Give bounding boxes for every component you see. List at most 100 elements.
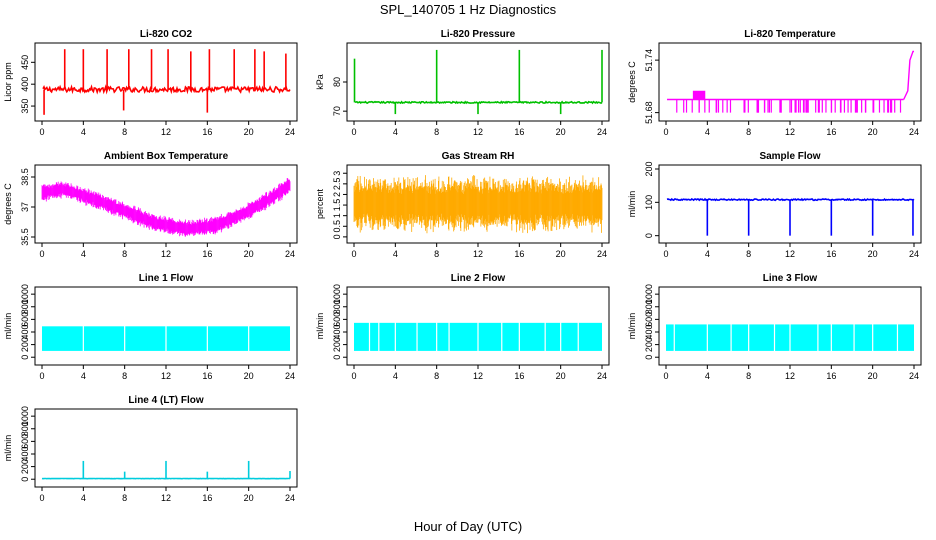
x-tick-label: 8 <box>122 493 127 503</box>
x-tick-label: 0 <box>663 127 668 137</box>
x-tick-label: 4 <box>81 249 86 259</box>
panel-3: Ambient Box Temperature degrees C 0 4 8 12 16 2… <box>3 151 298 259</box>
y-tick-label: 35.5 <box>20 228 30 246</box>
x-tick-label: 16 <box>514 127 524 137</box>
figure-xlabel: Hour of Day (UTC) <box>414 519 522 534</box>
x-tick-label: 16 <box>202 493 212 503</box>
y-tick-label: 1000 <box>644 284 654 304</box>
y-tick-label: 400 <box>20 324 30 339</box>
plot-frame <box>34 42 298 122</box>
x-tick-label: 0 <box>351 127 356 137</box>
y-tick-label: 600 <box>20 434 30 449</box>
x-tick-label: 16 <box>826 249 836 259</box>
x-tick-label: 0 <box>663 249 668 259</box>
x-tick-label: 12 <box>473 371 483 381</box>
plot-title: Line 1 Flow <box>139 273 194 284</box>
x-tick-label: 20 <box>244 127 254 137</box>
y-tick-label: 400 <box>644 324 654 339</box>
x-tick-label: 16 <box>202 249 212 259</box>
y-axis-label: ml/min <box>627 191 637 218</box>
y-tick-label: 38.5 <box>20 168 30 186</box>
y-tick-label: 800 <box>332 299 342 314</box>
y-tick-label: 51.68 <box>644 101 654 124</box>
y-tick-label: 0.5 <box>332 220 342 233</box>
x-tick-label: 16 <box>202 371 212 381</box>
y-tick-label: 350 <box>20 99 30 114</box>
y-axis-label: Licor ppm <box>3 62 13 102</box>
x-tick-label: 20 <box>244 249 254 259</box>
x-tick-label: 4 <box>81 493 86 503</box>
y-tick-label: 0 <box>644 355 654 360</box>
x-tick-label: 20 <box>244 493 254 503</box>
panel-6: Line 1 Flow ml/min 0 4 8 12 16 20 24 0 20040060080… <box>3 273 298 381</box>
x-tick-label: 24 <box>285 127 295 137</box>
panel-5: Sample Flow ml/min 0 4 8 12 16 20 24 0 100 200 <box>627 151 922 259</box>
x-tick-label: 20 <box>868 127 878 137</box>
plot-title: Sample Flow <box>759 151 820 162</box>
plot-title: Line 3 Flow <box>763 273 818 284</box>
y-tick-label: 200 <box>20 337 30 352</box>
x-tick-label: 24 <box>597 371 607 381</box>
x-tick-label: 24 <box>909 127 919 137</box>
x-tick-label: 8 <box>746 371 751 381</box>
y-tick-label: 70 <box>332 106 342 116</box>
step-tail <box>903 50 914 100</box>
y-tick-label: 0 <box>20 477 30 482</box>
panel-2: Li-820 Temperature degrees C 0 4 8 12 16 20 24 51… <box>627 29 922 137</box>
x-tick-label: 8 <box>122 371 127 381</box>
y-tick-label: 51.74 <box>644 49 654 72</box>
y-tick-label: 450 <box>20 55 30 70</box>
x-tick-label: 20 <box>556 127 566 137</box>
x-tick-label: 16 <box>202 127 212 137</box>
x-tick-label: 12 <box>473 249 483 259</box>
plot-title: Line 4 (LT) Flow <box>128 395 204 406</box>
x-tick-label: 16 <box>826 127 836 137</box>
series-line <box>42 84 291 95</box>
y-tick-label: 2 <box>332 192 342 197</box>
y-tick-label: 0 <box>644 233 654 238</box>
y-axis-label: ml/min <box>627 313 637 340</box>
x-tick-label: 4 <box>393 127 398 137</box>
panel-0: Li-820 CO2 Licor ppm 0 4 8 12 16 20 24 350 400 450 <box>3 29 298 137</box>
y-tick-label: 600 <box>644 312 654 327</box>
y-tick-label: 400 <box>332 324 342 339</box>
panel-1: Li-820 Pressure kPa 0 4 8 12 16 20 24 70 80 <box>315 29 610 137</box>
plot-title: Ambient Box Temperature <box>104 151 229 162</box>
figure-title: SPL_140705 1 Hz Diagnostics <box>380 2 557 17</box>
x-tick-label: 8 <box>746 249 751 259</box>
x-tick-label: 12 <box>785 127 795 137</box>
y-tick-label: 3 <box>332 171 342 176</box>
x-tick-label: 24 <box>597 249 607 259</box>
y-tick-label: 37 <box>20 202 30 212</box>
y-tick-label: 600 <box>20 312 30 327</box>
x-tick-label: 0 <box>663 371 668 381</box>
x-tick-label: 8 <box>434 371 439 381</box>
y-axis-label: ml/min <box>3 313 13 340</box>
x-tick-label: 4 <box>705 371 710 381</box>
x-tick-label: 16 <box>514 371 524 381</box>
plot-title: Line 2 Flow <box>451 273 506 284</box>
y-tick-label: 400 <box>20 446 30 461</box>
y-tick-label: 1000 <box>20 406 30 426</box>
x-tick-label: 8 <box>434 249 439 259</box>
x-tick-label: 12 <box>161 493 171 503</box>
x-tick-label: 24 <box>285 371 295 381</box>
x-tick-label: 20 <box>868 249 878 259</box>
y-tick-label: 400 <box>20 77 30 92</box>
y-tick-label: 0 <box>332 355 342 360</box>
x-tick-label: 0 <box>39 127 44 137</box>
x-tick-label: 4 <box>81 127 86 137</box>
y-tick-label: 200 <box>644 161 654 176</box>
step-high-block <box>692 90 706 100</box>
plot-title: Li-820 Temperature <box>744 29 836 40</box>
x-tick-label: 12 <box>161 371 171 381</box>
y-tick-label: 0 <box>332 234 342 239</box>
x-tick-label: 4 <box>393 249 398 259</box>
x-tick-label: 0 <box>39 249 44 259</box>
y-axis-label: kPa <box>315 74 325 90</box>
y-tick-label: 0 <box>20 355 30 360</box>
x-tick-label: 12 <box>161 249 171 259</box>
y-tick-label: 100 <box>644 195 654 210</box>
